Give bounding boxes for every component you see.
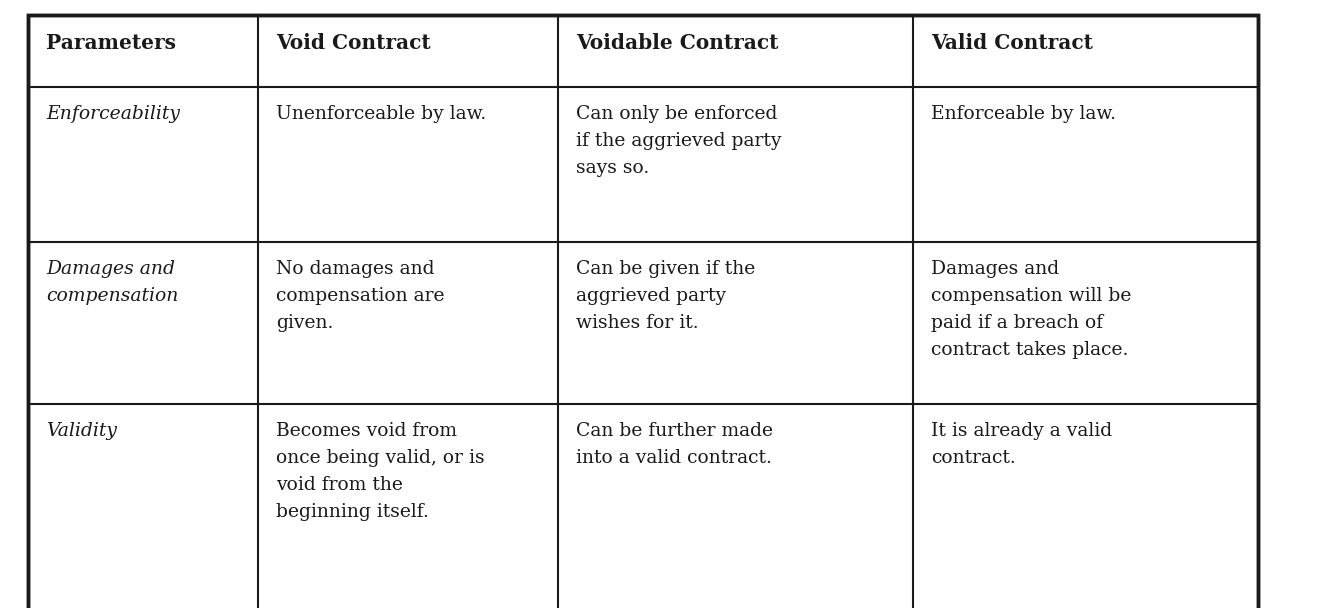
Text: Validity: Validity	[46, 422, 117, 440]
Text: No damages and
compensation are
given.: No damages and compensation are given.	[275, 260, 444, 332]
Text: Unenforceable by law.: Unenforceable by law.	[275, 105, 486, 123]
Text: It is already a valid
contract.: It is already a valid contract.	[931, 422, 1112, 467]
Text: Enforceability: Enforceability	[46, 105, 181, 123]
Text: Valid Contract: Valid Contract	[931, 33, 1093, 53]
Text: Can be given if the
aggrieved party
wishes for it.: Can be given if the aggrieved party wish…	[576, 260, 755, 332]
Text: Becomes void from
once being valid, or is
void from the
beginning itself.: Becomes void from once being valid, or i…	[275, 422, 485, 521]
Text: Damages and
compensation will be
paid if a breach of
contract takes place.: Damages and compensation will be paid if…	[931, 260, 1131, 359]
Text: Void Contract: Void Contract	[275, 33, 431, 53]
Text: Can be further made
into a valid contract.: Can be further made into a valid contrac…	[576, 422, 772, 467]
Text: Enforceable by law.: Enforceable by law.	[931, 105, 1116, 123]
Text: Parameters: Parameters	[46, 33, 177, 53]
Text: Voidable Contract: Voidable Contract	[576, 33, 779, 53]
Text: Can only be enforced
if the aggrieved party
says so.: Can only be enforced if the aggrieved pa…	[576, 105, 782, 177]
Text: Damages and
compensation: Damages and compensation	[46, 260, 178, 305]
